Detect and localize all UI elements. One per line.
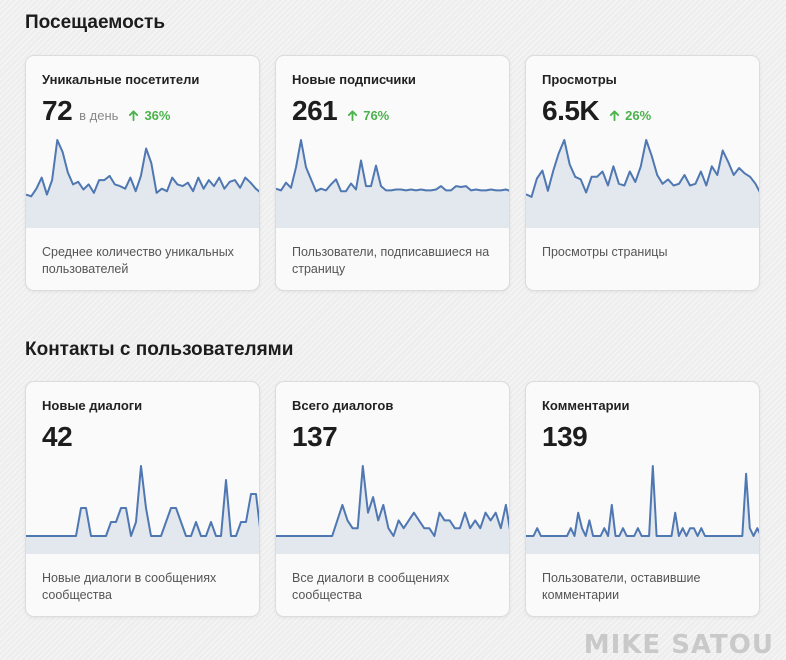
sparkline-area bbox=[526, 140, 759, 228]
watermark: MIKE SATOU bbox=[583, 630, 774, 660]
sparkline-chart bbox=[526, 465, 759, 554]
card-value-row: 42 bbox=[42, 421, 73, 453]
card-title: Уникальные посетители bbox=[42, 72, 200, 87]
card-unit: в день bbox=[79, 108, 119, 123]
section-contacts-title: Контакты с пользователями bbox=[25, 339, 294, 360]
card-value-row: 139 bbox=[542, 421, 588, 453]
trend-value: 26% bbox=[625, 108, 652, 123]
sparkline-chart bbox=[276, 465, 509, 554]
section-visits-title: Посещаемость bbox=[25, 12, 166, 33]
stat-card-unique-visitors[interactable]: Уникальные посетители 72 в день 36% Среднее … bbox=[25, 55, 260, 291]
card-title: Всего диалогов bbox=[292, 398, 394, 413]
sparkline-area bbox=[276, 466, 509, 554]
card-description: Просмотры страницы bbox=[542, 245, 668, 259]
sparkline-area bbox=[526, 466, 759, 554]
arrow-up-icon bbox=[129, 110, 139, 121]
sparkline-line bbox=[276, 139, 509, 193]
trend-value: 76% bbox=[363, 108, 390, 123]
sparkline-line bbox=[26, 465, 259, 537]
sparkline-chart bbox=[526, 139, 759, 228]
card-description: Пользователи, подписавшиеся на страницу bbox=[292, 245, 490, 276]
arrow-up-icon bbox=[610, 110, 620, 121]
card-title: Просмотры bbox=[542, 72, 617, 87]
sparkline-line bbox=[526, 465, 759, 537]
trend-badge: 36% bbox=[128, 108, 170, 123]
card-value: 42 bbox=[42, 421, 73, 452]
card-value: 137 bbox=[292, 421, 338, 452]
sparkline-chart bbox=[276, 139, 509, 228]
sparkline-area bbox=[26, 466, 259, 554]
card-value-row: 261 76% bbox=[292, 95, 389, 127]
stat-card-total-dialogs[interactable]: Всего диалогов 137 Все диалоги в сообщения… bbox=[275, 381, 510, 617]
sparkline-chart bbox=[26, 465, 259, 554]
card-value-row: 6.5K 26% bbox=[542, 95, 651, 127]
card-value: 6.5K bbox=[542, 95, 600, 126]
sparkline-area bbox=[26, 140, 259, 228]
sparkline-line bbox=[276, 465, 509, 537]
card-description: Пользователи, оставившие комментарии bbox=[542, 571, 701, 602]
stat-card-page-views[interactable]: Просмотры 6.5K 26% Просмотры страницы bbox=[525, 55, 760, 291]
sparkline-line bbox=[26, 139, 259, 198]
card-value: 139 bbox=[542, 421, 588, 452]
card-title: Комментарии bbox=[542, 398, 630, 413]
card-description: Все диалоги в сообщениях сообщества bbox=[292, 571, 450, 602]
stat-card-new-dialogs[interactable]: Новые диалоги 42 Новые диалоги в сообщения… bbox=[25, 381, 260, 617]
card-value-row: 72 в день 36% bbox=[42, 95, 170, 127]
card-value: 261 bbox=[292, 95, 338, 126]
card-value-row: 137 bbox=[292, 421, 338, 453]
sparkline-area bbox=[276, 140, 509, 228]
arrow-up-icon bbox=[348, 110, 358, 121]
card-title: Новые подписчики bbox=[292, 72, 416, 87]
card-value: 72 bbox=[42, 95, 73, 126]
card-description: Новые диалоги в сообщениях сообщества bbox=[42, 571, 217, 602]
stat-card-comments[interactable]: Комментарии 139 Пользователи, оставившие к… bbox=[525, 381, 760, 617]
trend-badge: 26% bbox=[609, 108, 651, 123]
card-title: Новые диалоги bbox=[42, 398, 143, 413]
card-description: Среднее количество уникальных пользовате… bbox=[42, 245, 234, 276]
sparkline-chart bbox=[26, 139, 259, 228]
stat-card-new-subscribers[interactable]: Новые подписчики 261 76% Пользователи, подп… bbox=[275, 55, 510, 291]
trend-value: 36% bbox=[144, 108, 171, 123]
sparkline-line bbox=[526, 139, 759, 198]
trend-badge: 76% bbox=[347, 108, 389, 123]
